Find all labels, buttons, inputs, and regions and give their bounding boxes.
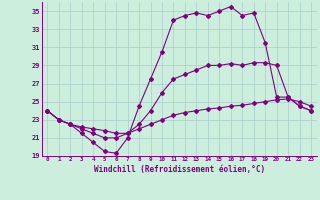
- X-axis label: Windchill (Refroidissement éolien,°C): Windchill (Refroidissement éolien,°C): [94, 165, 265, 174]
